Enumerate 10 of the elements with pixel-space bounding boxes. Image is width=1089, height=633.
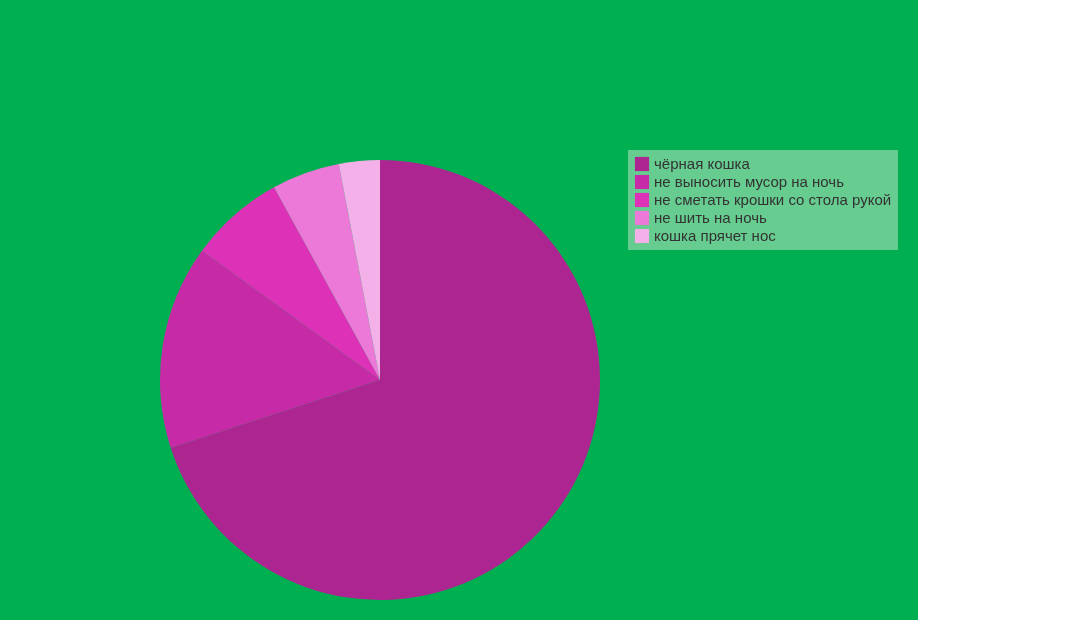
pie-slice [170, 160, 600, 600]
legend-label: не сметать крошки со стола рукой [654, 191, 892, 208]
pie-slice [202, 187, 380, 380]
legend-label: кошка прячет нос [654, 227, 777, 244]
pie-slice [274, 163, 380, 380]
pie-slice [338, 160, 380, 380]
pie-slice [160, 250, 380, 448]
legend-label: чёрная кошка [654, 155, 751, 172]
legend-label: не шить на ночь [654, 209, 767, 226]
legend-label: не выносить мусор на ночь [654, 173, 845, 190]
